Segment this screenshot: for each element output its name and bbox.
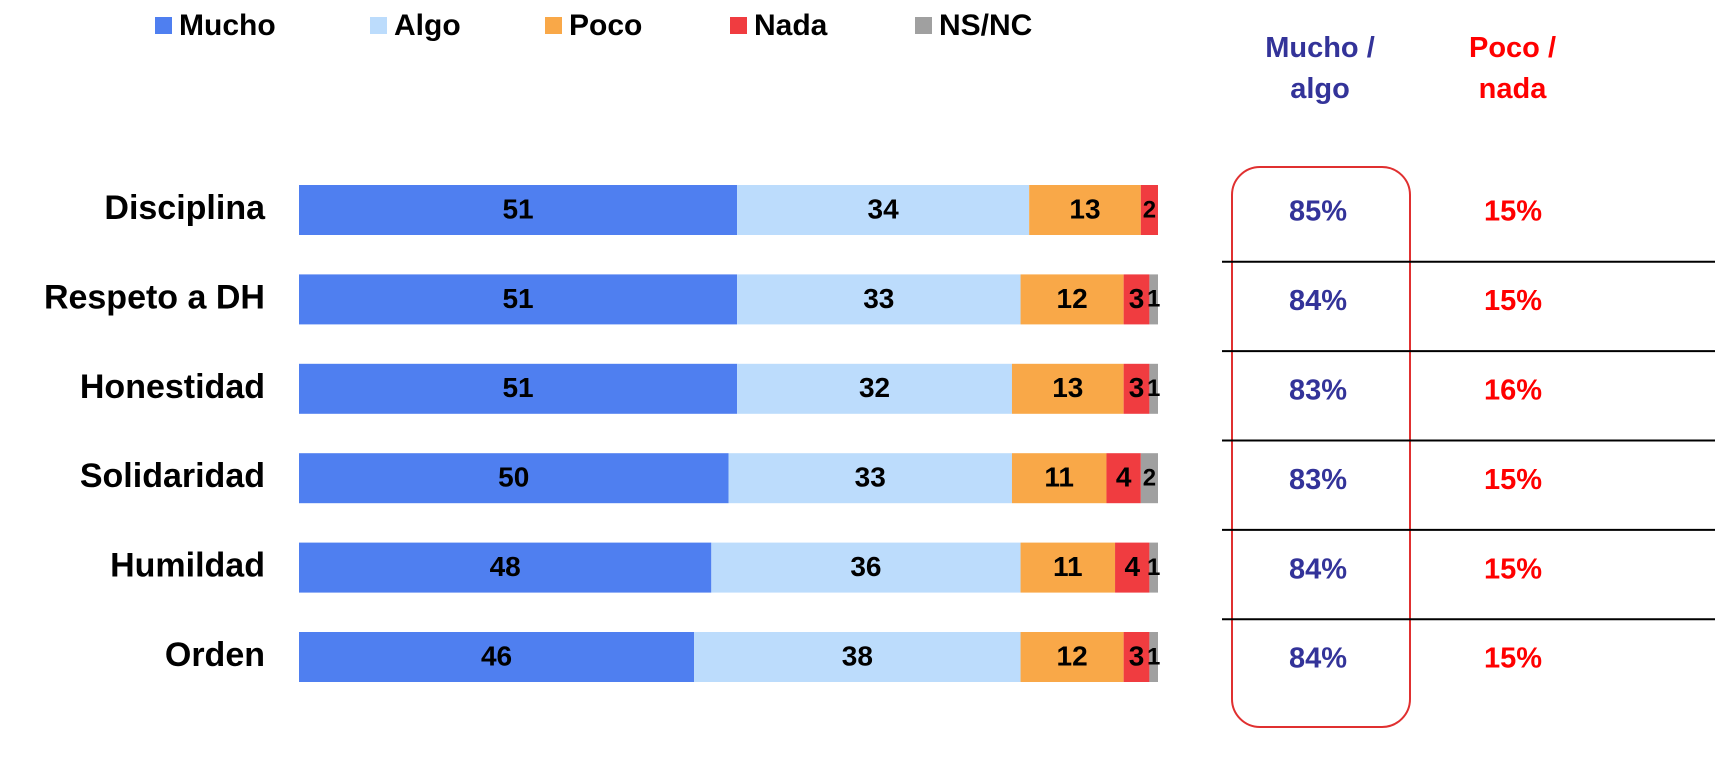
summary-value: 15% [1484,553,1542,585]
bar-segment [1123,274,1150,325]
bar-segment [299,363,738,414]
summary-value: 83% [1289,464,1347,496]
data-label: 51 [502,372,533,403]
data-label: 3 [1129,372,1145,403]
data-label: 13 [1069,193,1100,224]
summary-value: 16% [1484,374,1542,406]
data-label: 50 [498,462,529,493]
data-label: 1 [1147,554,1160,581]
bar-segment [1020,274,1124,325]
bar-segment [711,542,1021,593]
highlight-box [1231,166,1411,728]
bar-segment [1011,453,1107,504]
category-label: Respeto a DH [44,278,265,316]
data-label: 51 [502,283,533,314]
bar-segment [1123,363,1150,414]
bar-segment [1020,542,1116,593]
bar-segment [299,453,729,504]
data-label: 1 [1147,375,1160,402]
data-label: 2 [1143,196,1156,223]
legend-label: Algo [394,9,461,42]
bar-segment [694,632,1021,682]
bar-segment [728,453,1012,504]
data-label: 12 [1057,283,1088,314]
legend-label: NS/NC [939,9,1032,42]
data-label: 4 [1124,551,1140,582]
data-label: 11 [1053,551,1083,582]
bar-segment [1020,632,1124,682]
legend-swatch [155,17,172,34]
summary-value: 83% [1289,374,1347,406]
bar-segment [1149,363,1158,414]
data-label: 46 [481,640,512,671]
data-label: 3 [1129,283,1145,314]
bar-segment [1140,185,1158,235]
summary-value: 15% [1484,643,1542,675]
data-label: 11 [1044,462,1074,493]
bar-segment [1011,363,1124,414]
summary-value: 84% [1289,285,1347,317]
bar-segment [1115,542,1150,593]
bar-segment [1140,453,1158,504]
bar-segment [1149,632,1158,682]
data-label: 33 [855,462,886,493]
bar-segment [1149,542,1158,593]
bar-segment [299,632,695,682]
bar-segment [299,542,712,593]
summary-value: 85% [1289,196,1347,228]
data-label: 34 [868,193,900,224]
summary-header: Poco / nada [1468,32,1556,105]
data-label: 3 [1129,640,1145,671]
data-label: 51 [502,193,533,224]
data-label: 36 [850,551,881,582]
legend-swatch [545,17,562,34]
data-label: 2 [1143,465,1156,492]
data-label: 12 [1057,640,1088,671]
category-label: Solidaridad [80,457,265,495]
data-label: 32 [859,372,890,403]
category-label: Honestidad [80,368,265,406]
summary-value: 84% [1289,643,1347,675]
category-label: Orden [165,636,265,674]
data-label: 4 [1116,462,1132,493]
summary-value: 15% [1484,285,1542,317]
legend-swatch [915,17,932,34]
data-label: 33 [863,283,894,314]
summary-value: 84% [1289,553,1347,585]
bar-segment [299,274,738,325]
legend-swatch [730,17,747,34]
summary-value: 15% [1484,196,1542,228]
legend-swatch [370,17,387,34]
legend-label: Nada [754,9,828,42]
legend-label: Mucho [179,9,276,42]
bar-segment [299,185,738,235]
bar-segment [1149,274,1158,325]
bar-segment [737,363,1012,414]
bar-segment [1029,185,1141,235]
category-label: Humildad [110,547,265,585]
data-label: 48 [490,551,521,582]
data-label: 13 [1052,372,1083,403]
category-label: Disciplina [104,189,266,227]
bar-segment [737,185,1030,235]
bar-segment [1123,632,1150,682]
data-label: 1 [1147,286,1160,313]
bar-segment [1106,453,1141,504]
data-label: 1 [1147,643,1160,670]
data-label: 38 [842,640,873,671]
bar-segment [737,274,1021,325]
legend-label: Poco [569,9,642,42]
summary-value: 15% [1484,464,1542,496]
summary-header: Mucho / algo [1265,32,1375,105]
